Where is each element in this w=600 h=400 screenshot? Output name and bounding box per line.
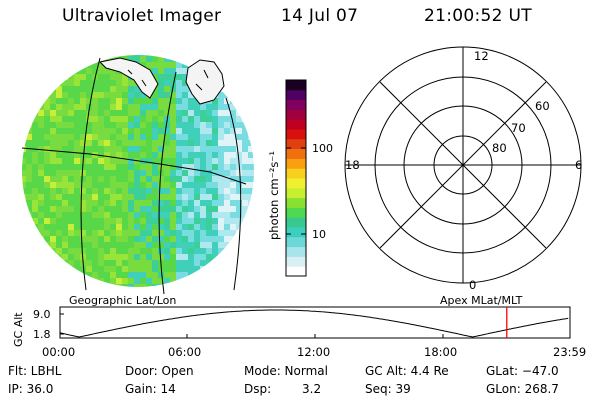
dsp-label: Dsp: [244,382,272,396]
colorbar-segment [286,138,306,150]
polar-ring-label: 70 [511,121,526,135]
alt-xtick: 23:59 [553,345,586,359]
colorbar-segment [286,158,306,169]
alt-xtick: 12:00 [297,345,330,359]
colorbar-segment [286,178,306,189]
colorbar-segment [286,168,306,179]
geographic-caption: Geographic Lat/Lon [69,294,176,307]
alt-xtick: 06:00 [168,345,201,359]
colorbar-segment [286,89,306,101]
meridian-line [158,71,177,295]
polar-label-midnight: 0 [469,278,476,292]
altitude-plot-ticks [60,313,444,338]
alt-ytick: 1.8 [33,328,51,341]
glon-info: GLon: 268.7 [486,382,559,396]
meridian-line [80,57,101,291]
app-title: Ultraviolet Imager [62,6,222,26]
colorbar-tick-label: 100 [312,142,333,155]
colorbar-tick-label: 10 [312,228,326,241]
colorbar-segment [286,236,306,248]
glat-info: GLat: −47.0 [486,364,559,378]
colorbar [286,80,306,277]
colorbar-segment [286,246,306,257]
colorbar-segment [286,80,306,91]
colorbar-frame [285,79,307,277]
altitude-curve [59,309,569,338]
apex-caption: Apex MLat/MLT [440,294,523,307]
colorbar-segment [286,148,306,159]
gc-alt-info: GC Alt: 4.4 Re [365,364,449,378]
polar-ring-label: 60 [535,99,550,113]
colorbar-segment [286,109,306,120]
coastline-overlay [98,57,225,105]
colorbar-segment [286,227,306,238]
filter-info: Flt: LBHL [8,364,62,378]
alt-xtick: 00:00 [42,345,75,359]
colorbar-unit-label: photon cm⁻²s⁻¹ [267,151,281,240]
colorbar-segment [286,207,306,218]
colorbar-segment [286,129,306,140]
latitude-line [21,147,247,185]
colorbar-segment [286,256,306,267]
colorbar-segment [286,119,306,130]
colorbar-ticks [286,147,306,235]
polar-label-dawn: 6 [575,158,582,172]
polar-label-dusk: 18 [345,158,360,172]
polar-ring-label: 80 [492,141,507,155]
colorbar-segment [286,217,306,228]
seq-info: Seq: 39 [365,382,411,396]
alt-xtick: 18:00 [424,345,457,359]
gain-info: Gain: 14 [125,382,176,396]
colorbar-segment [286,266,306,277]
ip-info: IP: 36.0 [8,382,54,396]
colorbar-segment [286,197,306,208]
image-time: 21:00:52 UT [424,6,532,26]
alt-ytick: 9.0 [33,308,51,321]
colorbar-segment [286,187,306,199]
colorbar-segment [286,99,306,110]
mode-info: Mode: Normal [244,364,328,378]
alt-ylabel: GC Alt [12,312,25,347]
polar-grid [344,46,582,284]
polar-label-noon: 12 [474,49,489,63]
dsp-value: 3.2 [302,382,322,396]
door-info: Door: Open [125,364,194,378]
lat-lon-grid [21,57,247,295]
meridian-line [225,97,242,291]
polar-diagonal [379,81,547,249]
image-date: 14 Jul 07 [281,6,359,26]
